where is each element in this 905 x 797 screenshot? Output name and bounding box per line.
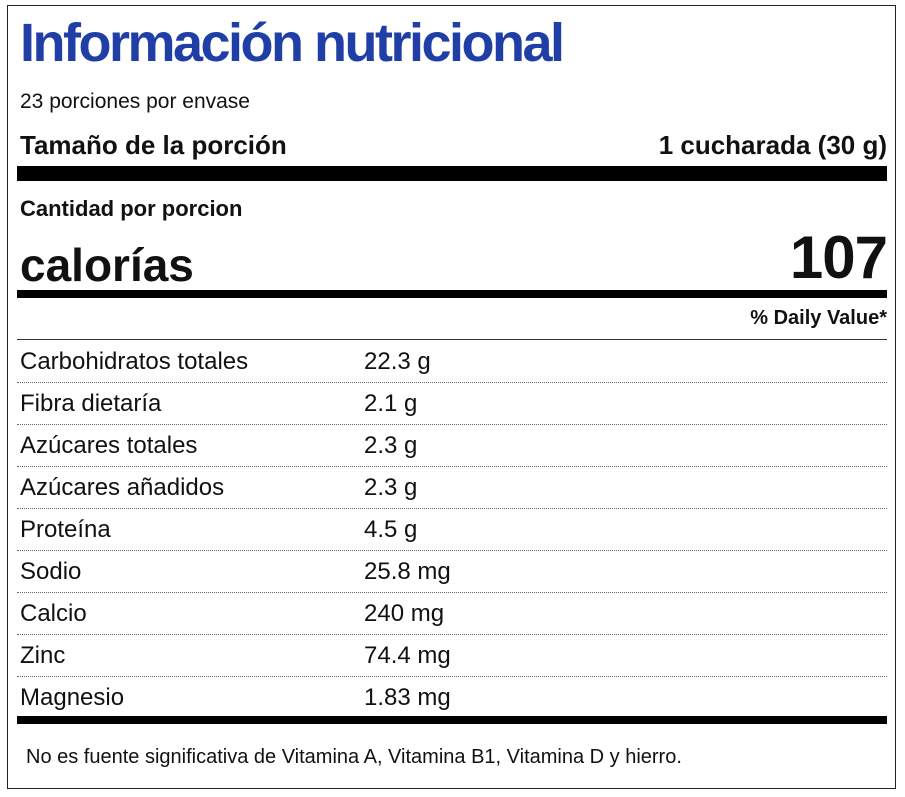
nutrient-name: Azúcares añadidos bbox=[20, 473, 225, 501]
label-title: Información nutricional bbox=[20, 13, 565, 73]
nutrient-row: Carbohidratos totales 22.3 g bbox=[17, 341, 887, 383]
nutrition-label: Información nutricional 23 porciones por… bbox=[7, 5, 896, 789]
nutrient-name: Sodio bbox=[20, 557, 82, 585]
bottom-divider bbox=[17, 716, 887, 724]
thin-divider bbox=[17, 339, 887, 340]
nutrient-amount: 240 mg bbox=[364, 599, 445, 627]
nutrient-amount: 1.83 mg bbox=[364, 684, 451, 711]
nutrient-name: Azúcares totales bbox=[20, 431, 198, 459]
servings-per-container: 23 porciones por envase bbox=[20, 90, 250, 113]
footnote: No es fuente significativa de Vitamina A… bbox=[26, 746, 682, 768]
nutrient-row: Proteína 4.5 g bbox=[17, 509, 887, 551]
serving-size-value: 1 cucharada (30 g) bbox=[658, 130, 887, 160]
nutrient-name: Magnesio bbox=[20, 684, 125, 711]
nutrient-row: Sodio 25.8 mg bbox=[17, 551, 887, 593]
nutrient-row: Fibra dietaría 2.1 g bbox=[17, 383, 887, 425]
nutrient-name: Carbohidratos totales bbox=[20, 347, 249, 375]
nutrient-amount: 2.1 g bbox=[364, 389, 418, 417]
nutrient-row: Azúcares añadidos 2.3 g bbox=[17, 467, 887, 509]
calories-label: calorías bbox=[20, 239, 194, 291]
nutrient-amount: 25.8 mg bbox=[364, 557, 451, 585]
nutrient-row: Calcio 240 mg bbox=[17, 593, 887, 635]
daily-value-header: % Daily Value* bbox=[750, 307, 887, 329]
nutrient-row: Magnesio 1.83 mg bbox=[17, 677, 887, 719]
amount-per-serving: Cantidad por porcion bbox=[20, 196, 243, 221]
nutrient-name: Calcio bbox=[20, 599, 87, 627]
nutrient-amount: 2.3 g bbox=[364, 431, 418, 459]
nutrient-name: Fibra dietaría bbox=[20, 389, 162, 417]
nutrient-amount: 4.5 g bbox=[364, 515, 418, 543]
thick-divider bbox=[17, 166, 887, 181]
serving-size-row: Tamaño de la porción 1 cucharada (30 g) bbox=[20, 132, 887, 158]
serving-size-label: Tamaño de la porción bbox=[20, 130, 287, 160]
calories-value: 107 bbox=[789, 224, 888, 291]
nutrient-amount: 2.3 g bbox=[364, 473, 418, 501]
nutrient-table: Carbohidratos totales 22.3 g Fibra dieta… bbox=[17, 341, 887, 719]
calories-row: calorías 107 bbox=[20, 224, 888, 291]
nutrient-name: Proteína bbox=[20, 515, 111, 543]
nutrient-row: Azúcares totales 2.3 g bbox=[17, 425, 887, 467]
nutrient-name: Zinc bbox=[20, 641, 66, 669]
nutrient-amount: 22.3 g bbox=[364, 347, 431, 375]
nutrient-row: Zinc 74.4 mg bbox=[17, 635, 887, 677]
nutrient-amount: 74.4 mg bbox=[364, 641, 451, 669]
medium-divider bbox=[17, 290, 887, 298]
